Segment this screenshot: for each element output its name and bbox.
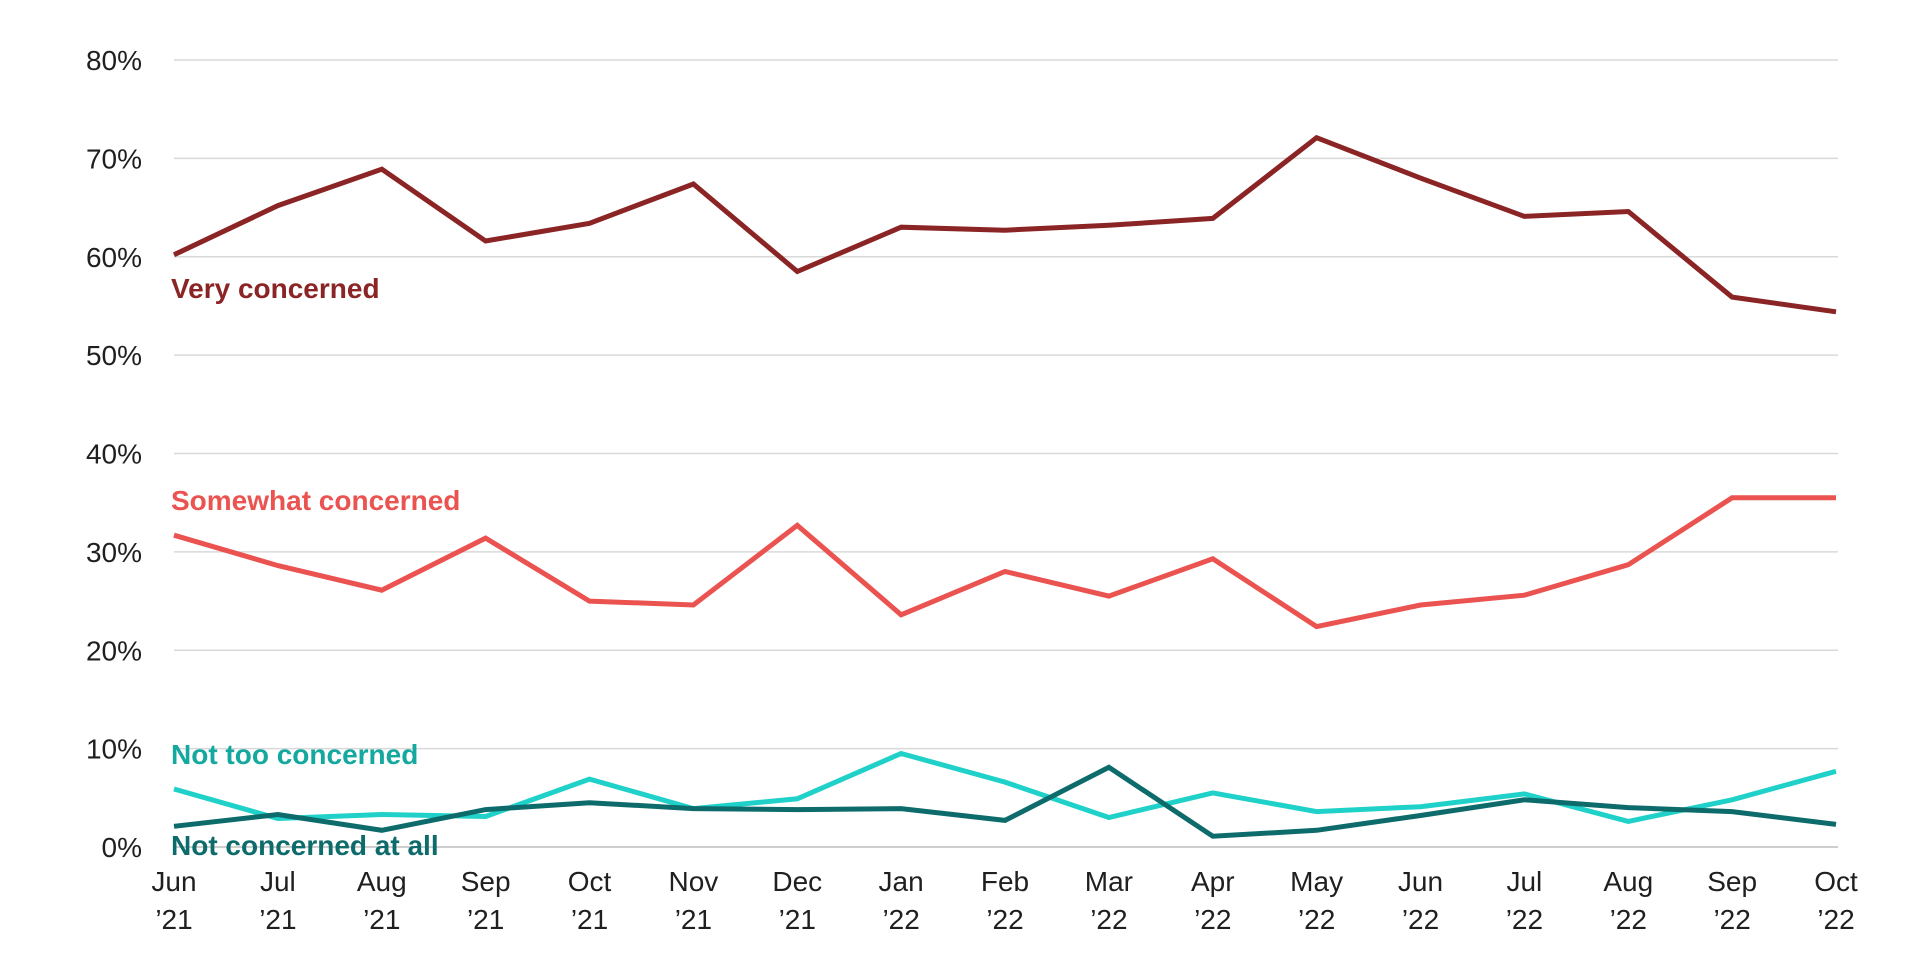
y-tick-label: 70% xyxy=(86,143,142,174)
x-tick-month: Mar xyxy=(1085,866,1133,897)
y-tick-label: 50% xyxy=(86,340,142,371)
x-tick-month: Dec xyxy=(772,866,822,897)
x-tick-year: ’21 xyxy=(571,904,608,935)
series-line-somewhat-concerned xyxy=(173,495,1836,630)
x-tick-month: Jul xyxy=(1506,866,1542,897)
x-tick-label: Jul ’22 xyxy=(1506,866,1543,935)
x-tick-label: Jul ’21 xyxy=(259,866,296,935)
x-tick-month: May xyxy=(1290,866,1343,897)
x-tick-year: ’22 xyxy=(1610,904,1647,935)
x-tick-month: Feb xyxy=(981,866,1029,897)
x-tick-year: ’22 xyxy=(1817,904,1854,935)
x-tick-year: ’22 xyxy=(986,904,1023,935)
x-tick-month: Oct xyxy=(1814,866,1858,897)
x-tick-label: Aug ’21 xyxy=(357,866,407,935)
x-tick-year: ’22 xyxy=(1298,904,1335,935)
x-tick-month: Apr xyxy=(1191,866,1235,897)
y-tick-label: 60% xyxy=(86,242,142,273)
x-tick-year: ’21 xyxy=(779,904,816,935)
x-tick-label: Apr ’22 xyxy=(1191,866,1235,935)
y-axis-ticks: 0% 10% 20% 30% 40% 50% 60% 70% 80% xyxy=(86,45,142,863)
x-tick-year: ’22 xyxy=(1506,904,1543,935)
x-tick-label: Oct ’21 xyxy=(568,866,612,935)
x-tick-label: Jan ’22 xyxy=(879,866,924,935)
x-tick-label: Mar ’22 xyxy=(1085,866,1133,935)
series-label-not-too-concerned: Not too concerned xyxy=(171,739,418,770)
gridlines xyxy=(174,59,1838,848)
series-line-very-concerned xyxy=(172,134,1837,315)
x-tick-year: ’22 xyxy=(1090,904,1127,935)
x-tick-label: Oct ’22 xyxy=(1814,866,1858,935)
x-tick-label: Aug ’22 xyxy=(1603,866,1653,935)
x-tick-month: Aug xyxy=(357,866,407,897)
x-tick-month: Sep xyxy=(461,866,511,897)
x-tick-year: ’22 xyxy=(1402,904,1439,935)
y-tick-label: 0% xyxy=(102,832,142,863)
x-tick-year: ’22 xyxy=(1713,904,1750,935)
x-tick-label: Sep ’22 xyxy=(1707,866,1757,935)
y-tick-label: 10% xyxy=(86,734,142,765)
series-line-not-concerned-at-all xyxy=(173,764,1837,839)
x-tick-label: Feb ’22 xyxy=(981,866,1029,935)
series-line-not-too-concerned xyxy=(173,750,1837,824)
x-tick-month: Jul xyxy=(260,866,296,897)
x-tick-month: Nov xyxy=(668,866,718,897)
y-tick-label: 30% xyxy=(86,537,142,568)
x-tick-label: Jun ’22 xyxy=(1398,866,1443,935)
x-tick-month: Sep xyxy=(1707,866,1757,897)
x-axis-ticks: Jun ’21 Jul ’21 Aug ’21 Sep ’21 Oct ’21 Nov ’21 Dec ’… xyxy=(151,866,1858,935)
x-tick-year: ’22 xyxy=(882,904,919,935)
x-tick-label: May ’22 xyxy=(1290,866,1343,935)
x-tick-month: Oct xyxy=(568,866,612,897)
x-tick-year: ’21 xyxy=(259,904,296,935)
x-tick-year: ’22 xyxy=(1194,904,1231,935)
x-tick-month: Jun xyxy=(151,866,196,897)
series-label-somewhat-concerned: Somewhat concerned xyxy=(171,485,460,516)
x-tick-year: ’21 xyxy=(363,904,400,935)
series-label-very-concerned: Very concerned xyxy=(171,273,380,304)
x-tick-label: Dec ’21 xyxy=(772,866,822,935)
x-tick-year: ’21 xyxy=(467,904,504,935)
x-tick-month: Aug xyxy=(1603,866,1653,897)
x-tick-label: Sep ’21 xyxy=(461,866,511,935)
x-tick-year: ’21 xyxy=(675,904,712,935)
y-tick-label: 40% xyxy=(86,439,142,470)
series-label-not-concerned-at-all: Not concerned at all xyxy=(171,830,439,861)
y-tick-label: 80% xyxy=(86,45,142,76)
x-tick-year: ’21 xyxy=(155,904,192,935)
x-tick-label: Jun ’21 xyxy=(151,866,196,935)
y-tick-label: 20% xyxy=(86,635,142,666)
x-tick-month: Jun xyxy=(1398,866,1443,897)
x-tick-month: Jan xyxy=(879,866,924,897)
series-lines xyxy=(172,134,1837,839)
series-labels: Very concerned Somewhat concerned Not too … xyxy=(171,273,460,861)
x-tick-label: Nov ’21 xyxy=(668,866,718,935)
